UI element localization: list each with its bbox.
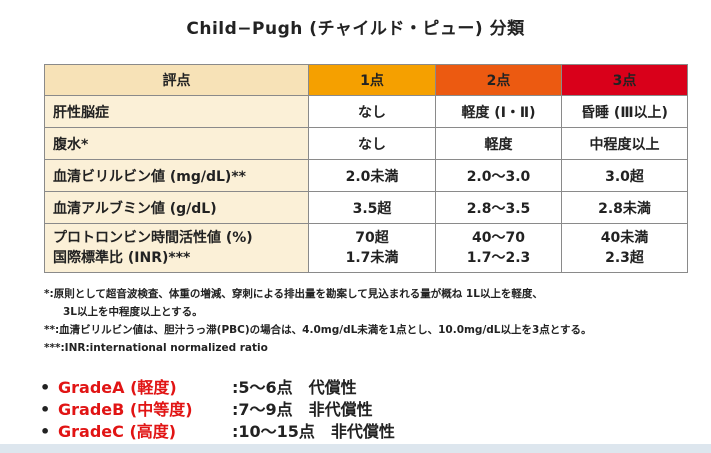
header-2-points: 2点 — [435, 64, 562, 96]
bottom-divider — [0, 444, 711, 453]
cell-line: 40〜70 — [472, 230, 525, 246]
grade-description: :5〜6点 代償性 — [232, 378, 357, 397]
cell-line: 1.7〜2.3 — [466, 250, 531, 266]
grade-item-c: • GradeC (高度) :10〜15点 非代償性 — [40, 421, 395, 443]
grade-name: GradeB (中等度) — [58, 400, 193, 419]
bullet-icon: • — [40, 378, 51, 397]
header-3-points: 3点 — [561, 64, 688, 96]
table-row: 腹水* なし 軽度 中程度以上 — [44, 127, 688, 160]
bullet-icon: • — [40, 400, 51, 419]
grade-list: • GradeA (軽度) :5〜6点 代償性 • GradeB (中等度) :… — [40, 377, 395, 443]
cell-line: 70超 — [355, 230, 389, 246]
footnotes: *:原則として超音波検査、体重の増減、穿刺による排出量を勘案して見込まれる量が概… — [44, 285, 694, 357]
cell-line: 1.7未満 — [345, 250, 399, 266]
table-cell: 2.0未満 — [308, 159, 436, 192]
table-cell: 2.8未満 — [561, 191, 688, 224]
table-cell: 40未満 2.3超 — [561, 223, 688, 273]
page-title: Child−Pugh (チャイルド・ピュー) 分類 — [186, 19, 525, 39]
grade-description: :10〜15点 非代償性 — [232, 422, 395, 441]
footnote-ascites-cont: 3L以上を中程度以上とする。 — [63, 306, 203, 318]
table-row: 血清アルブミン値 (g/dL) 3.5超 2.8〜3.5 2.8未満 — [44, 191, 688, 224]
table-cell: 2.0〜3.0 — [435, 159, 562, 192]
table-row: プロトロンビン時間活性値 (%) 国際標準比 (INR)*** 70超 1.7未… — [44, 223, 688, 273]
footnote-inr: ***:INR:international normalized ratio — [44, 342, 268, 354]
table-cell: 40〜70 1.7〜2.3 — [435, 223, 562, 273]
footnote-bilirubin: **:血清ビリルビン値は、胆汁うっ滞(PBC)の場合は、4.0mg/dL未満を1… — [44, 324, 592, 336]
table-header-row: 評点 1点 2点 3点 — [44, 64, 688, 96]
row-label-bilirubin: 血清ビリルビン値 (mg/dL)** — [44, 159, 309, 192]
row-label-encephalopathy: 肝性脳症 — [44, 95, 309, 128]
child-pugh-table: 評点 1点 2点 3点 肝性脳症 なし 軽度 (Ⅰ・Ⅱ) 昏睡 (Ⅲ以上) 腹水… — [44, 64, 688, 273]
grade-description: :7〜9点 非代償性 — [232, 400, 373, 419]
table-cell: 昏睡 (Ⅲ以上) — [561, 95, 688, 128]
row-label-ascites: 腹水* — [44, 127, 309, 160]
footnote-ascites: *:原則として超音波検査、体重の増減、穿刺による排出量を勘案して見込まれる量が概… — [44, 288, 543, 300]
row-label-albumin: 血清アルブミン値 (g/dL) — [44, 191, 309, 224]
row-label-line: 国際標準比 (INR)*** — [53, 250, 191, 266]
grade-name: GradeC (高度) — [58, 422, 177, 441]
row-label-prothrombin: プロトロンビン時間活性値 (%) 国際標準比 (INR)*** — [44, 223, 309, 273]
cell-line: 40未満 — [600, 230, 649, 246]
table-row: 血清ビリルビン値 (mg/dL)** 2.0未満 2.0〜3.0 3.0超 — [44, 159, 688, 192]
bullet-icon: • — [40, 422, 51, 441]
grade-item-b: • GradeB (中等度) :7〜9点 非代償性 — [40, 399, 395, 421]
table-cell: 3.5超 — [308, 191, 436, 224]
table-cell: 中程度以上 — [561, 127, 688, 160]
table-row: 肝性脳症 なし 軽度 (Ⅰ・Ⅱ) 昏睡 (Ⅲ以上) — [44, 95, 688, 128]
table-cell: なし — [308, 95, 436, 128]
table-cell: 70超 1.7未満 — [308, 223, 436, 273]
grade-name: GradeA (軽度) — [58, 378, 177, 397]
row-label-line: プロトロンビン時間活性値 (%) — [53, 230, 253, 246]
table-cell: 3.0超 — [561, 159, 688, 192]
header-score: 評点 — [44, 64, 309, 96]
table-cell: 軽度 — [435, 127, 562, 160]
cell-line: 2.3超 — [605, 250, 644, 266]
table-cell: 軽度 (Ⅰ・Ⅱ) — [435, 95, 562, 128]
table-cell: なし — [308, 127, 436, 160]
table-cell: 2.8〜3.5 — [435, 191, 562, 224]
header-1-point: 1点 — [308, 64, 436, 96]
grade-item-a: • GradeA (軽度) :5〜6点 代償性 — [40, 377, 395, 399]
